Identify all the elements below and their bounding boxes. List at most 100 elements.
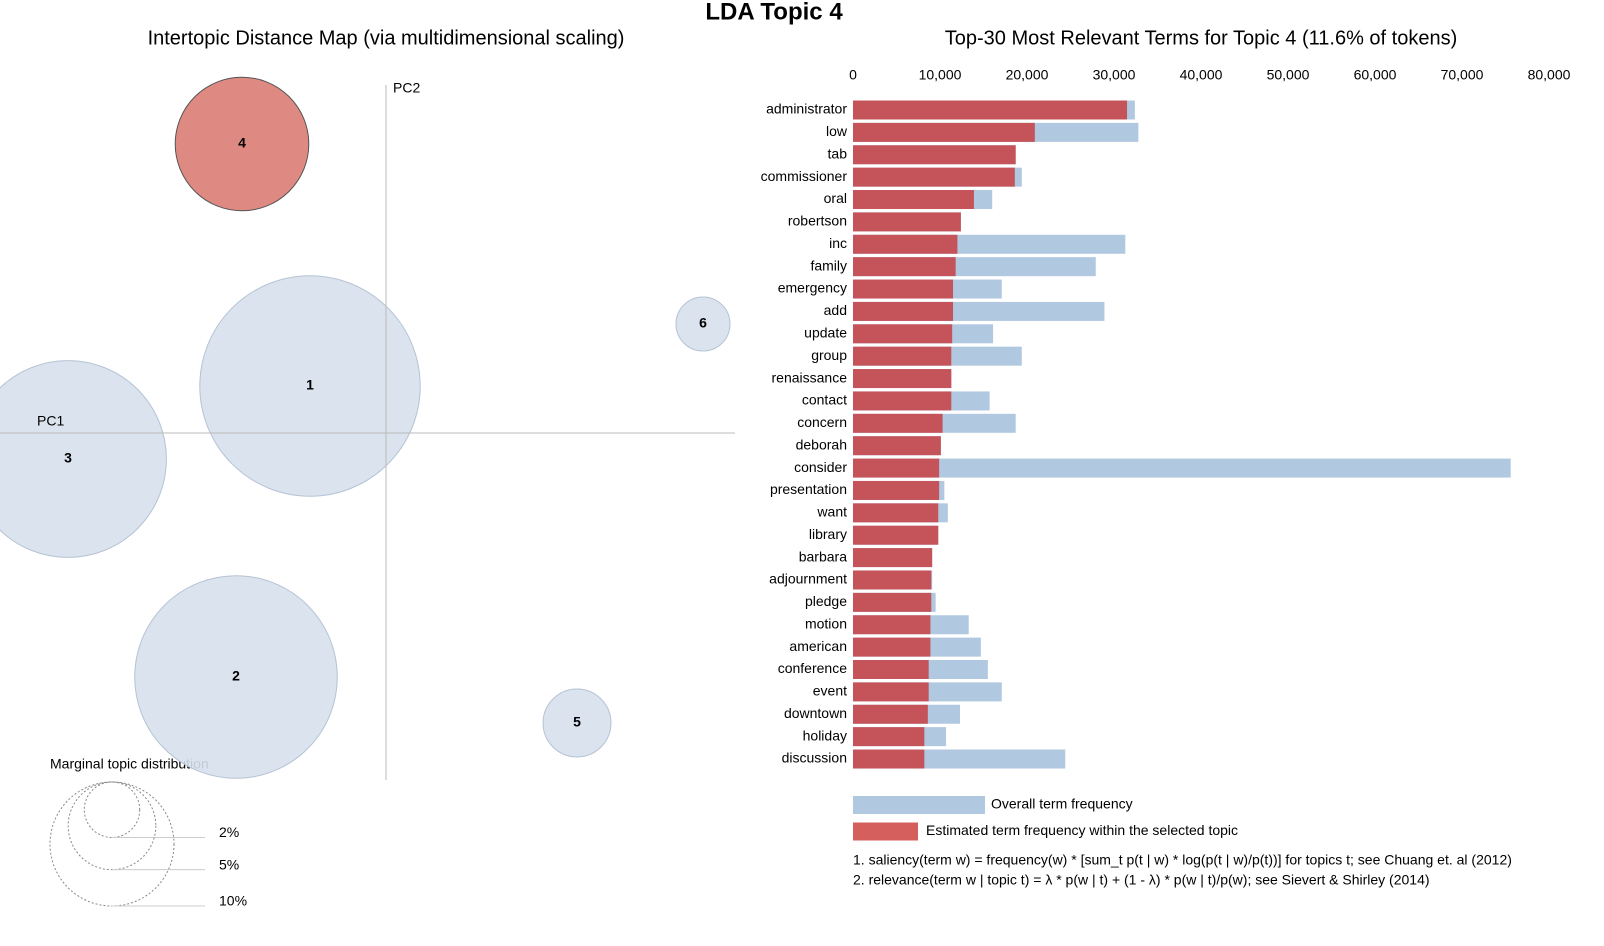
term-label: discussion <box>782 750 847 766</box>
size-legend-circle <box>67 781 157 871</box>
term-bar <box>853 234 958 254</box>
term-bar <box>853 592 932 612</box>
term-bar <box>853 145 1016 165</box>
term-label: conference <box>778 660 847 676</box>
term-bar <box>853 749 925 769</box>
term-bar <box>853 413 943 433</box>
term-label: commissioner <box>761 168 848 184</box>
term-label: holiday <box>803 727 847 743</box>
size-legend-circle <box>83 781 141 838</box>
term-bar <box>853 167 1015 187</box>
term-label: family <box>810 257 847 273</box>
topic-label: 1 <box>306 377 314 393</box>
x-tick-label: 50,000 <box>1267 67 1310 83</box>
term-label: update <box>804 325 847 341</box>
size-legend-title: Marginal topic distribution <box>50 756 209 772</box>
topic-label: 5 <box>573 714 581 730</box>
term-label: contact <box>802 392 847 408</box>
term-label: presentation <box>770 481 847 497</box>
x-tick-label: 20,000 <box>1006 67 1049 83</box>
term-label: american <box>789 638 847 654</box>
term-label: barbara <box>799 548 847 564</box>
term-label: low <box>826 123 848 139</box>
term-bar <box>853 570 932 590</box>
term-label: robertson <box>788 213 847 229</box>
topic-bubble <box>174 76 310 212</box>
term-bar <box>853 727 925 747</box>
topic-label: 3 <box>64 450 72 466</box>
term-label: event <box>813 683 847 699</box>
term-bar <box>853 436 941 456</box>
term-bar <box>853 324 953 344</box>
x-tick-label: 0 <box>849 67 857 83</box>
page-title: LDA Topic 4 <box>705 0 843 25</box>
term-bar <box>853 301 954 321</box>
term-label: oral <box>824 190 847 206</box>
x-tick-label: 30,000 <box>1093 67 1136 83</box>
term-bar <box>853 704 928 724</box>
topic-bubble <box>134 575 338 779</box>
term-label: downtown <box>784 705 847 721</box>
legend-label: Estimated term frequency within the sele… <box>926 822 1238 838</box>
term-bar <box>853 637 931 657</box>
term-bar <box>853 660 929 679</box>
term-label: inc <box>829 235 847 251</box>
term-label: motion <box>805 615 847 631</box>
topic-bubble <box>675 296 731 352</box>
footnote: 2. relevance(term w | topic t) = λ * p(w… <box>853 872 1430 888</box>
term-label: consider <box>794 459 847 475</box>
size-legend-label: 5% <box>219 856 239 872</box>
x-tick-label: 40,000 <box>1180 67 1223 83</box>
legend-swatch <box>853 822 918 841</box>
x-tick-label: 60,000 <box>1354 67 1397 83</box>
term-label: concern <box>797 414 847 430</box>
size-legend-circle <box>49 781 175 907</box>
x-tick-label: 80,000 <box>1528 67 1571 83</box>
term-bar <box>853 615 931 635</box>
term-bar <box>853 458 1511 478</box>
term-bar <box>853 190 974 210</box>
topic-label: 2 <box>232 668 240 684</box>
legend-swatch <box>853 796 985 814</box>
term-label: pledge <box>805 593 847 609</box>
x-tick-label: 10,000 <box>919 67 962 83</box>
term-bar <box>853 279 954 299</box>
term-bar <box>853 525 939 545</box>
term-bar <box>853 257 956 277</box>
term-label: adjournment <box>769 571 847 587</box>
term-label: administrator <box>766 101 847 117</box>
term-bar <box>853 503 939 523</box>
term-bar <box>853 391 952 411</box>
y-axis-label: PC2 <box>393 80 420 96</box>
term-label: deborah <box>796 436 847 452</box>
term-bar <box>853 212 961 232</box>
size-legend-label: 10% <box>219 893 247 909</box>
term-bar <box>853 122 1035 142</box>
topic-bubble <box>199 275 421 497</box>
term-label: tab <box>828 145 848 161</box>
map-title: Intertopic Distance Map (via multidimens… <box>148 27 625 49</box>
term-bar <box>853 346 952 366</box>
topic-label: 6 <box>699 315 707 331</box>
x-axis-label: PC1 <box>37 413 64 429</box>
topic-bubble <box>542 688 612 758</box>
term-bar <box>853 100 1128 120</box>
term-bar <box>853 480 940 500</box>
term-bar <box>853 369 952 389</box>
term-label: library <box>809 526 847 542</box>
x-tick-label: 70,000 <box>1441 67 1484 83</box>
footnote: 1. saliency(term w) = frequency(w) * [su… <box>853 852 1512 868</box>
term-bar <box>853 682 929 702</box>
term-label: group <box>811 347 847 363</box>
topic-label: 4 <box>238 135 246 151</box>
term-label: add <box>824 302 847 318</box>
legend-label: Overall term frequency <box>991 796 1133 812</box>
bar-title: Top-30 Most Relevant Terms for Topic 4 (… <box>945 27 1457 49</box>
size-legend-label: 2% <box>219 824 239 840</box>
term-label: want <box>816 504 847 520</box>
term-bar <box>853 458 940 478</box>
term-bar <box>853 548 933 568</box>
topic-bubble <box>0 360 167 558</box>
term-label: emergency <box>778 280 847 296</box>
